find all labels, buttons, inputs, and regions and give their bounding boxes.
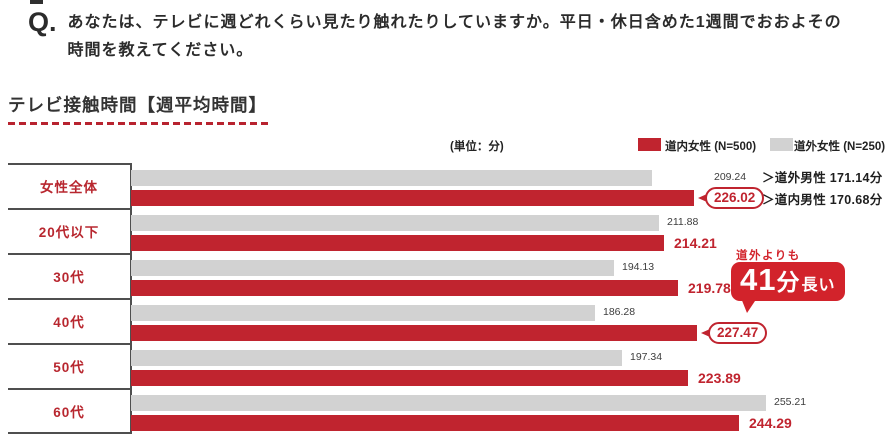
- legend-swatch-outside-female: [770, 138, 793, 151]
- bar-outside-female: [131, 395, 766, 411]
- chart-legend: (単位：分) 道内女性 (N=500) 道外女性 (N=250): [0, 136, 888, 153]
- row-separator-line: [8, 298, 132, 300]
- bar-inside-female: [131, 370, 688, 386]
- crop-artifact: [30, 0, 43, 4]
- value-label-outside-female: 211.88: [667, 216, 699, 228]
- row-separator-line: [8, 208, 132, 210]
- value-bubble-inside-female: 226.02: [697, 187, 765, 209]
- annotation-outside-male: ＞道外男性 171.14分: [762, 171, 883, 185]
- callout-unit: 分: [776, 269, 800, 295]
- legend-label-inside-female: 道内女性 (N=500): [665, 141, 757, 153]
- bar-inside-female: [131, 280, 678, 296]
- value-label-outside-female: 209.24: [714, 171, 747, 183]
- value-label-outside-female: 255.21: [774, 396, 807, 408]
- callout-caption: 道外よりも: [736, 250, 801, 262]
- category-label: 50代: [53, 359, 85, 375]
- row-separator-line: [8, 343, 132, 345]
- callout-speech-bubble: 41 分 長い: [731, 262, 845, 301]
- bar-inside-female: [131, 235, 664, 251]
- value-label-outside-female: 186.28: [603, 306, 636, 318]
- category-label: 20代以下: [38, 224, 100, 240]
- bar-inside-female: [131, 415, 739, 431]
- callout-value: 41: [740, 262, 777, 297]
- question-block: Q. あなたは、テレビに週どれくらい見たり触れたりしていますか。平日・休日含めた…: [28, 6, 842, 65]
- value-label-inside-female: 244.29: [749, 415, 792, 431]
- bar-outside-female: [131, 305, 595, 321]
- question-line-2: 時間を教えてください。: [67, 42, 254, 59]
- category-label: 女性全体: [40, 179, 98, 195]
- value-label-inside-female: 223.89: [698, 370, 741, 386]
- legend-label-outside-female: 道外女性 (N=250): [794, 141, 886, 153]
- value-label-outside-female: 194.13: [622, 261, 655, 273]
- category-label: 30代: [53, 269, 85, 285]
- bar-outside-female: [131, 260, 614, 276]
- unit-label: (単位：分): [450, 141, 504, 153]
- value-label-inside-female: 214.21: [674, 235, 717, 251]
- title-dashed-underline: [8, 122, 270, 125]
- callout-suffix: 長い: [801, 277, 836, 294]
- question-text: あなたは、テレビに週どれくらい見たり触れたりしていますか。平日・休日含めた1週間…: [68, 6, 842, 65]
- chart-title: テレビ接触時間【週平均時間】: [8, 95, 267, 115]
- bar-inside-female: [131, 190, 694, 206]
- bar-outside-female: [131, 170, 652, 186]
- row-separator-line: [8, 388, 132, 390]
- category-label: 60代: [53, 404, 85, 420]
- category-label: 40代: [53, 314, 85, 330]
- bar-inside-female: [131, 325, 697, 341]
- row-separator-line: [8, 432, 132, 434]
- row-separator-line: [8, 253, 132, 255]
- annotation-inside-male: ＞道内男性 170.68分: [762, 193, 883, 207]
- bar-outside-female: [131, 350, 622, 366]
- legend-swatch-inside-female: [638, 138, 661, 151]
- tv-contact-time-bar-chart: ＞道外男性 171.14分 ＞道内男性 170.68分 道外よりも 41 分 長…: [0, 163, 888, 435]
- question-prefix: Q.: [28, 7, 57, 37]
- question-line-1: あなたは、テレビに週どれくらい見たり触れたりしていますか。平日・休日含めた1週間…: [67, 14, 842, 31]
- callout-tail-triangle: [741, 298, 757, 313]
- row-separator-line: [8, 163, 132, 165]
- value-label-inside-female: 219.78: [688, 280, 731, 296]
- value-bubble-inside-female: 227.47: [700, 322, 768, 344]
- value-label-outside-female: 197.34: [630, 351, 663, 363]
- bar-outside-female: [131, 215, 659, 231]
